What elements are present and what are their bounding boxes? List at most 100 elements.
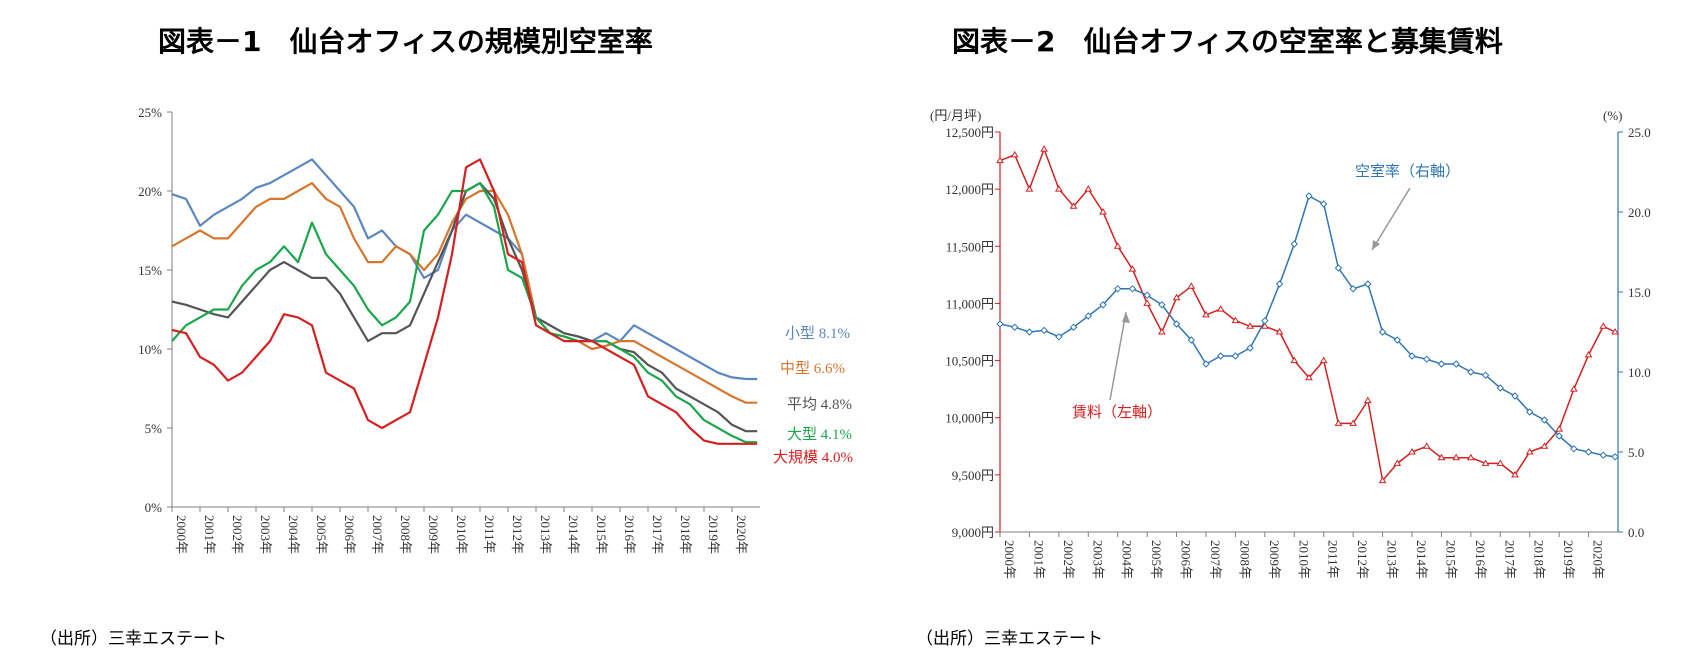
vacancy-marker xyxy=(1172,320,1181,328)
right-chart-title: 図表－2 仙台オフィスの空室率と募集賃料 xyxy=(952,25,1503,58)
rent-marker xyxy=(1363,396,1372,404)
vacancy-marker xyxy=(1481,371,1490,379)
x-tick-label: 2017年 xyxy=(650,515,665,554)
vacancy-marker xyxy=(1158,301,1166,309)
vacancy-marker xyxy=(1467,368,1475,376)
left-tick-label: 12,500円 xyxy=(945,125,994,140)
y-tick-label: 0% xyxy=(145,500,163,515)
vacancy-marker xyxy=(1246,344,1254,352)
rent-marker xyxy=(1216,305,1225,312)
vacancy-marker xyxy=(1320,200,1328,208)
rent-marker xyxy=(1099,208,1107,215)
vacancy-marker xyxy=(1496,384,1504,392)
x-tick-label: 2020年 xyxy=(1591,540,1606,579)
x-tick-label: 2018年 xyxy=(1532,540,1547,579)
rent-marker xyxy=(1246,322,1255,329)
vacancy-marker xyxy=(1128,285,1137,293)
vacancy-marker xyxy=(1055,333,1063,341)
rent-marker xyxy=(1187,282,1196,289)
x-tick-label: 2000年 xyxy=(1002,540,1017,579)
series-name: 大型 xyxy=(787,425,817,443)
vacancy-marker xyxy=(1025,328,1034,336)
vacancy-marker xyxy=(1555,432,1563,440)
x-tick-label: 2014年 xyxy=(1414,540,1429,579)
left-tick-label: 9,000円 xyxy=(952,525,994,540)
rent-marker xyxy=(1393,459,1402,466)
rent-marker xyxy=(1305,373,1313,381)
right-tick-label: 0.0 xyxy=(1628,525,1644,540)
vacancy-marker xyxy=(1231,352,1240,360)
left-tick-label: 11,000円 xyxy=(946,296,994,311)
x-tick-label: 2011年 xyxy=(1326,540,1341,579)
rent-arrowhead xyxy=(1122,312,1130,323)
left-tick-label: 10,000円 xyxy=(945,411,994,426)
rent-marker xyxy=(1143,299,1152,306)
series-line-小型 xyxy=(171,158,758,381)
left-tick-label: 9,500円 xyxy=(952,468,994,483)
vacancy-marker xyxy=(1408,352,1416,360)
x-tick-label: 2020年 xyxy=(734,515,749,554)
y-tick-label: 10% xyxy=(138,342,162,357)
vacancy-marker xyxy=(1040,326,1048,335)
vacancy-and-rent-chart: (円/月坪) (%) 9,000円 9,500円 10,000円 10,500円 11,00… xyxy=(930,108,1651,579)
series-line-大規模 xyxy=(171,158,758,445)
right-tick-label: 5.0 xyxy=(1628,445,1644,460)
series-label-大型: 大型 4.1% xyxy=(787,425,852,443)
series-label-大規模: 大規模 4.0% xyxy=(773,448,853,466)
rent-marker xyxy=(1611,328,1619,335)
series-label-平均: 平均 4.8% xyxy=(787,395,852,413)
rent-marker xyxy=(1437,453,1446,461)
rent-marker xyxy=(1069,202,1078,209)
series-name: 小型 xyxy=(785,324,815,342)
rent-marker xyxy=(1334,419,1343,426)
x-tick-label: 2009年 xyxy=(1267,540,1282,579)
rent-marker xyxy=(1040,145,1049,152)
x-tick-label: 2005年 xyxy=(314,515,329,554)
vacancy-marker xyxy=(1599,451,1607,459)
series-value: 4.8% xyxy=(817,397,852,413)
rent-marker xyxy=(1540,442,1549,449)
vacancy-marker xyxy=(1099,301,1107,309)
x-tick-label: 2013年 xyxy=(1385,540,1400,579)
x-tick-label: 2018年 xyxy=(678,515,693,554)
rent-marker xyxy=(1408,448,1416,455)
series-value: 4.1% xyxy=(817,427,852,443)
vacancy-marker xyxy=(1069,323,1078,331)
vacancy-marker xyxy=(1261,317,1269,325)
rent-marker xyxy=(1349,419,1358,426)
x-tick-label: 2002年 xyxy=(230,515,245,554)
x-tick-label: 2004年 xyxy=(1120,540,1135,579)
series-name: 大規模 xyxy=(773,448,818,466)
right-tick-label: 15.0 xyxy=(1628,285,1651,300)
left-tick-label: 11,500円 xyxy=(946,239,994,254)
rent-marker xyxy=(1025,185,1034,192)
x-tick-label: 2014年 xyxy=(566,515,581,554)
right-source-note: （出所）三幸エステート xyxy=(916,629,1103,649)
vacancy-marker xyxy=(1084,312,1092,320)
vacancy-marker xyxy=(1114,285,1122,293)
vacancy-marker xyxy=(1437,360,1446,368)
left-source-note: （出所）三幸エステート xyxy=(40,629,227,649)
rent-marker xyxy=(1569,385,1578,392)
vacancy-marker xyxy=(1570,445,1578,453)
vacancy-marker xyxy=(1526,408,1534,416)
rent-marker xyxy=(1202,310,1210,318)
vacancy-marker xyxy=(1511,392,1519,400)
rent-marker xyxy=(1128,265,1137,272)
left-chart-title: 図表－1 仙台オフィスの規模別空室率 xyxy=(158,25,653,58)
series-value: 6.6% xyxy=(810,361,845,377)
x-tick-label: 2000年 xyxy=(174,515,189,554)
rent-marker xyxy=(1555,425,1564,432)
vacancy-marker xyxy=(996,320,1004,328)
rent-annotation-arrow xyxy=(1109,311,1127,401)
x-tick-label: 2006年 xyxy=(1179,540,1194,579)
vacancy-arrowhead xyxy=(1372,240,1380,250)
rent-marker xyxy=(996,156,1004,164)
x-tick-label: 2011年 xyxy=(482,515,497,554)
x-tick-label: 2015年 xyxy=(594,515,609,554)
x-tick-label: 2004年 xyxy=(286,515,301,554)
vacancy-marker xyxy=(1584,448,1593,456)
x-tick-label: 2006年 xyxy=(342,515,357,554)
x-tick-label: 2016年 xyxy=(622,515,637,554)
rent-marker xyxy=(1511,470,1519,478)
